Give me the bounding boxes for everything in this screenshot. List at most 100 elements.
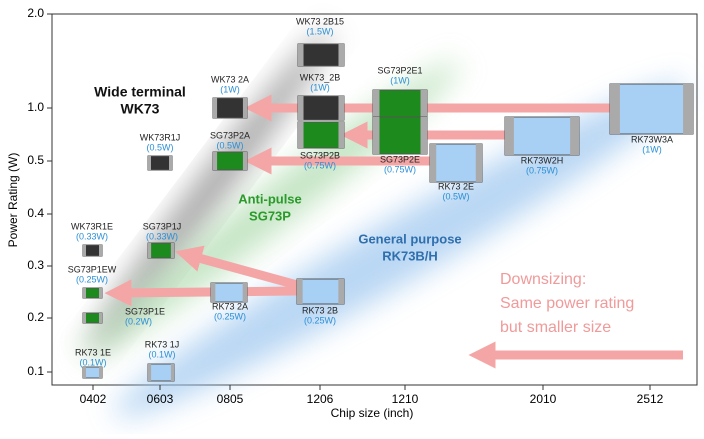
component-name: RK73W2H (521, 155, 564, 165)
component-rating: (0.33W) (146, 231, 178, 241)
resistor-cap (148, 156, 151, 170)
component-name: SG73P1E (125, 306, 165, 316)
component-name: RK73 2A (212, 301, 248, 311)
x-tick-label: 2010 (530, 392, 557, 406)
x-axis-label: Chip size (inch) (331, 406, 414, 420)
resistor-body (297, 43, 345, 67)
resistor-body (147, 363, 175, 382)
resistor-cap (610, 84, 620, 134)
resistor-body (609, 83, 694, 135)
resistor-cap (83, 288, 86, 298)
resistor-cap (298, 44, 304, 66)
component-name: SG73P2B (300, 150, 340, 160)
y-tick-label: 0.4 (27, 206, 44, 220)
resistor-cap (242, 152, 247, 170)
y-tick-label: 0.1 (27, 364, 44, 378)
component-name: WK73R1J (140, 132, 181, 142)
component-name: SG73P2E1 (377, 65, 422, 75)
component-name: WK73R1E (71, 221, 113, 231)
resistor-cap (338, 96, 344, 120)
resistor-cap (148, 243, 152, 258)
resistor-body (147, 155, 173, 171)
x-tick-label: 0402 (80, 392, 107, 406)
component-name: RK73W3A (631, 134, 673, 144)
annotation: Anti-pulse (238, 191, 302, 206)
resistor-cap (170, 243, 174, 258)
resistor-cap (420, 117, 427, 154)
component-name: WK73 2B15 (296, 16, 344, 26)
arrows (104, 94, 683, 369)
resistor-cap (570, 117, 579, 155)
component-name: RK73 1J (145, 339, 180, 349)
annotation: General purpose (358, 231, 461, 246)
component-rating: (0.25W) (214, 311, 246, 321)
resistor-cap (99, 367, 102, 378)
resistor-cap (170, 364, 174, 381)
resistor-cap (373, 90, 380, 124)
component-rating: (1.5W) (307, 26, 334, 36)
resistor-cap (338, 122, 344, 148)
y-tick-label: 0.2 (27, 310, 44, 324)
annotation: RK73B/H (382, 248, 438, 263)
x-tick-label: 0603 (147, 392, 174, 406)
y-tick-label: 0.5 (27, 153, 44, 167)
plot-area (51, 13, 698, 386)
component-rating: (0.75W) (526, 165, 558, 175)
component-name: RK73 1E (75, 347, 111, 357)
component-rating: (0.5W) (217, 140, 244, 150)
resistor-body (297, 121, 345, 149)
y-axis-label: Power Rating (W) (6, 153, 20, 248)
resistor-cap (169, 156, 172, 170)
component-rating: (0.5W) (443, 191, 470, 201)
component-name: WK73_2B (300, 72, 341, 82)
resistor-cap (242, 98, 247, 118)
resistor-cap (683, 84, 693, 134)
resistor-cap (430, 144, 437, 182)
resistor-cap (298, 96, 304, 120)
resistor-cap (242, 283, 247, 302)
resistor-cap (373, 117, 380, 154)
resistor-cap (475, 144, 482, 182)
annotation: Wide terminal (94, 84, 186, 100)
component-rating: (0.25W) (304, 315, 336, 325)
resistor-cap (338, 44, 344, 66)
x-tick-label: 2512 (637, 392, 664, 406)
resistor-cap (420, 90, 427, 124)
component-rating: (0.75W) (304, 160, 336, 170)
component-name: WK73 2A (211, 74, 249, 84)
resistor-cap (83, 245, 86, 256)
x-tick-label: 1210 (392, 392, 419, 406)
x-tick-label: 1206 (307, 392, 334, 406)
component-rating: (0.75W) (384, 164, 416, 174)
y-tick-label: 1.0 (27, 100, 44, 114)
component-rating: (1W) (642, 144, 662, 154)
component-name: SG73P1EW (68, 264, 117, 274)
component-name: SG73P1J (143, 221, 182, 231)
component-name: RK73 2E (438, 181, 474, 191)
x-tick-label: 0805 (217, 392, 244, 406)
component-rating: (1W) (220, 84, 240, 94)
resistor-cap (213, 152, 218, 170)
component-rating: (0.2W) (125, 316, 152, 326)
resistor-body (297, 95, 345, 121)
y-tick-label: 2.0 (27, 6, 44, 20)
resistor-body (372, 116, 428, 155)
annotation: but smaller size (500, 319, 611, 336)
component-rating: (0.5W) (147, 142, 174, 152)
resistor-cap (148, 364, 152, 381)
resistor-body (504, 116, 580, 156)
resistor-cap (83, 313, 86, 323)
y-tick-label: 0.3 (27, 258, 44, 272)
resistor-cap (211, 283, 216, 302)
resistor-cap (99, 245, 102, 256)
component-rating: (0.1W) (80, 357, 107, 367)
resistor-cap (99, 288, 102, 298)
resistor-cap (505, 117, 514, 155)
resistor-body (210, 282, 248, 303)
component-rating: (0.33W) (76, 231, 108, 241)
resistor-cap (83, 367, 86, 378)
resistor-body (296, 278, 345, 305)
resistor-cap (99, 313, 102, 323)
resistor-body (212, 151, 248, 171)
